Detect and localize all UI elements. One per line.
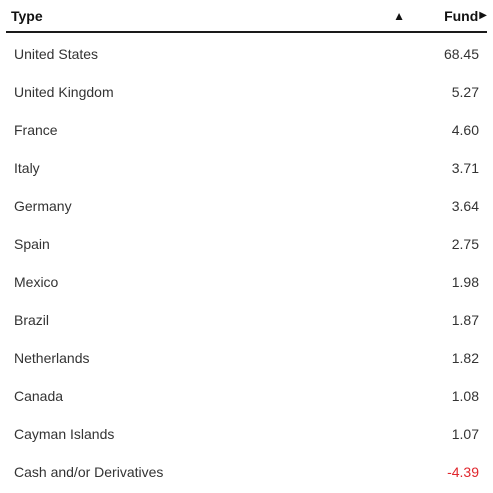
- table-row: Spain 2.75: [6, 225, 487, 263]
- row-fund-cell: 3.71: [451, 160, 479, 176]
- fund-column-header[interactable]: Fund ▶: [425, 8, 487, 24]
- row-fund-cell: 1.87: [451, 312, 479, 328]
- row-type-cell: Italy: [14, 160, 40, 176]
- row-fund-cell: 4.60: [451, 122, 479, 138]
- row-type-cell: Cayman Islands: [14, 426, 115, 442]
- table-row: Netherlands 1.82: [6, 339, 487, 377]
- row-fund-cell: 1.07: [451, 426, 479, 442]
- table-row: Mexico 1.98: [6, 263, 487, 301]
- table-row: Brazil 1.87: [6, 301, 487, 339]
- table-row: Canada 1.08: [6, 377, 487, 415]
- row-fund-cell: 1.08: [451, 388, 479, 404]
- table-row: Cash and/or Derivatives -4.39: [6, 453, 487, 491]
- table-row: Italy 3.71: [6, 149, 487, 187]
- row-type-cell: Netherlands: [14, 350, 90, 366]
- row-fund-cell: 2.75: [451, 236, 479, 252]
- row-type-cell: Spain: [14, 236, 50, 252]
- table-row: France 4.60: [6, 111, 487, 149]
- scroll-right-icon[interactable]: ▶: [479, 10, 487, 21]
- table-row: Germany 3.64: [6, 187, 487, 225]
- row-fund-cell: 68.45: [443, 46, 479, 62]
- row-type-cell: United States: [14, 46, 99, 62]
- row-type-cell: Mexico: [14, 274, 59, 290]
- row-type-cell: Canada: [14, 388, 64, 404]
- row-type-cell: Cash and/or Derivatives: [14, 464, 164, 480]
- type-column-label: Type: [11, 7, 43, 24]
- row-fund-cell: 5.27: [451, 84, 479, 100]
- row-type-cell: France: [14, 122, 58, 138]
- table-body: United States 68.45 United Kingdom 5.27 …: [6, 33, 487, 491]
- row-type-cell: United Kingdom: [14, 84, 114, 100]
- row-type-cell: Brazil: [14, 312, 50, 328]
- sort-ascending-icon[interactable]: ▲: [393, 8, 405, 23]
- row-fund-cell: 1.98: [451, 274, 479, 290]
- type-column-header[interactable]: Type ▲: [11, 8, 425, 24]
- table-row: United States 68.45: [6, 35, 487, 73]
- row-fund-cell-negative: -4.39: [447, 464, 479, 480]
- row-fund-cell: 1.82: [451, 350, 479, 366]
- row-type-cell: Germany: [14, 198, 72, 214]
- row-fund-cell: 3.64: [451, 198, 479, 214]
- table-row: United Kingdom 5.27: [6, 73, 487, 111]
- table-row: Cayman Islands 1.07: [6, 415, 487, 453]
- fund-column-label: Fund: [444, 7, 479, 24]
- holdings-table: Type ▲ Fund ▶ United States 68.45 United…: [6, 0, 487, 491]
- table-header: Type ▲ Fund ▶: [6, 0, 487, 33]
